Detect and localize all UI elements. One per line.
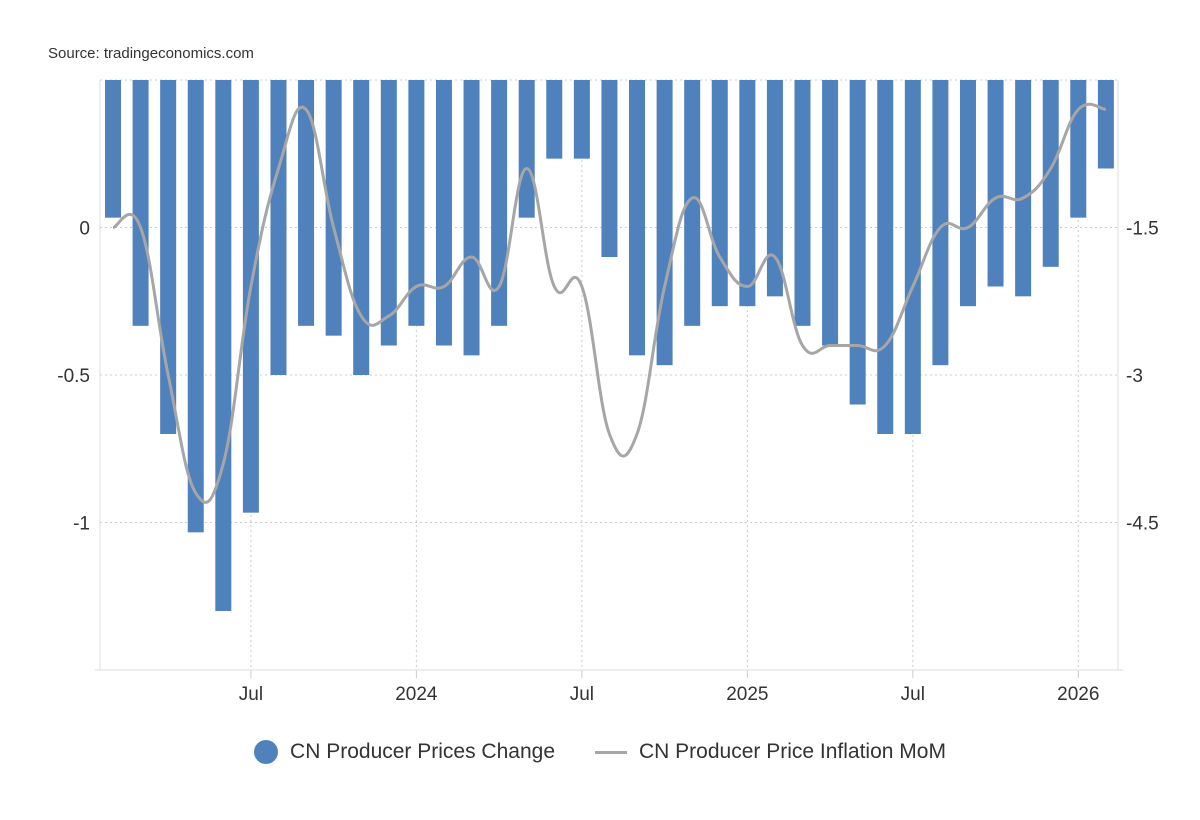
bar xyxy=(187,80,204,533)
line-series xyxy=(112,102,1107,504)
bar xyxy=(656,80,673,366)
bar xyxy=(242,80,259,513)
right-tick-label: -4.5 xyxy=(1126,514,1159,535)
legend: CN Producer Prices Change CN Producer Pr… xyxy=(0,740,1200,764)
bar xyxy=(629,80,646,356)
left-tick-label: -1 xyxy=(73,514,90,535)
bar xyxy=(518,80,535,218)
bar xyxy=(1042,80,1059,267)
bar xyxy=(435,80,452,346)
bar xyxy=(794,80,811,326)
bar xyxy=(573,80,590,159)
bar xyxy=(546,80,563,159)
bar xyxy=(463,80,480,356)
bar xyxy=(1097,80,1114,169)
legend-item-bars[interactable]: CN Producer Prices Change xyxy=(254,740,555,764)
bar xyxy=(932,80,949,366)
x-tick-label: Jul xyxy=(239,684,263,705)
right-tick-label: -3 xyxy=(1126,366,1143,387)
bar xyxy=(987,80,1004,287)
bar xyxy=(877,80,894,434)
right-tick-label: -1.5 xyxy=(1126,219,1159,240)
x-tick-label: 2024 xyxy=(395,684,438,705)
bar xyxy=(739,80,756,307)
bar xyxy=(270,80,287,375)
legend-item-line[interactable]: CN Producer Price Inflation MoM xyxy=(595,740,946,764)
bar xyxy=(1070,80,1087,218)
bar xyxy=(684,80,701,326)
legend-label: CN Producer Price Inflation MoM xyxy=(639,740,946,763)
legend-line-marker xyxy=(595,750,627,754)
left-tick-label: -0.5 xyxy=(57,366,90,387)
x-tick-label: 2025 xyxy=(726,684,768,705)
bar xyxy=(325,80,342,336)
bar xyxy=(1015,80,1032,297)
bar xyxy=(105,80,121,218)
bar xyxy=(353,80,370,375)
bar xyxy=(491,80,508,326)
legend-label: CN Producer Prices Change xyxy=(290,740,555,763)
bar xyxy=(849,80,866,405)
bar xyxy=(904,80,921,434)
bar xyxy=(298,80,315,326)
x-tick-label: Jul xyxy=(570,684,594,705)
bar xyxy=(959,80,976,307)
bar xyxy=(408,80,425,326)
bar xyxy=(215,80,232,611)
left-tick-label: 0 xyxy=(79,219,90,240)
source-label: Source: tradingeconomics.com xyxy=(48,45,254,62)
bar xyxy=(380,80,397,346)
bar xyxy=(132,80,149,326)
bar xyxy=(711,80,728,307)
bar xyxy=(601,80,618,257)
bar xyxy=(766,80,783,297)
x-tick-label: Jul xyxy=(901,684,925,705)
bar xyxy=(822,80,839,346)
legend-bar-marker xyxy=(254,740,279,764)
x-tick-label: 2026 xyxy=(1057,684,1099,705)
